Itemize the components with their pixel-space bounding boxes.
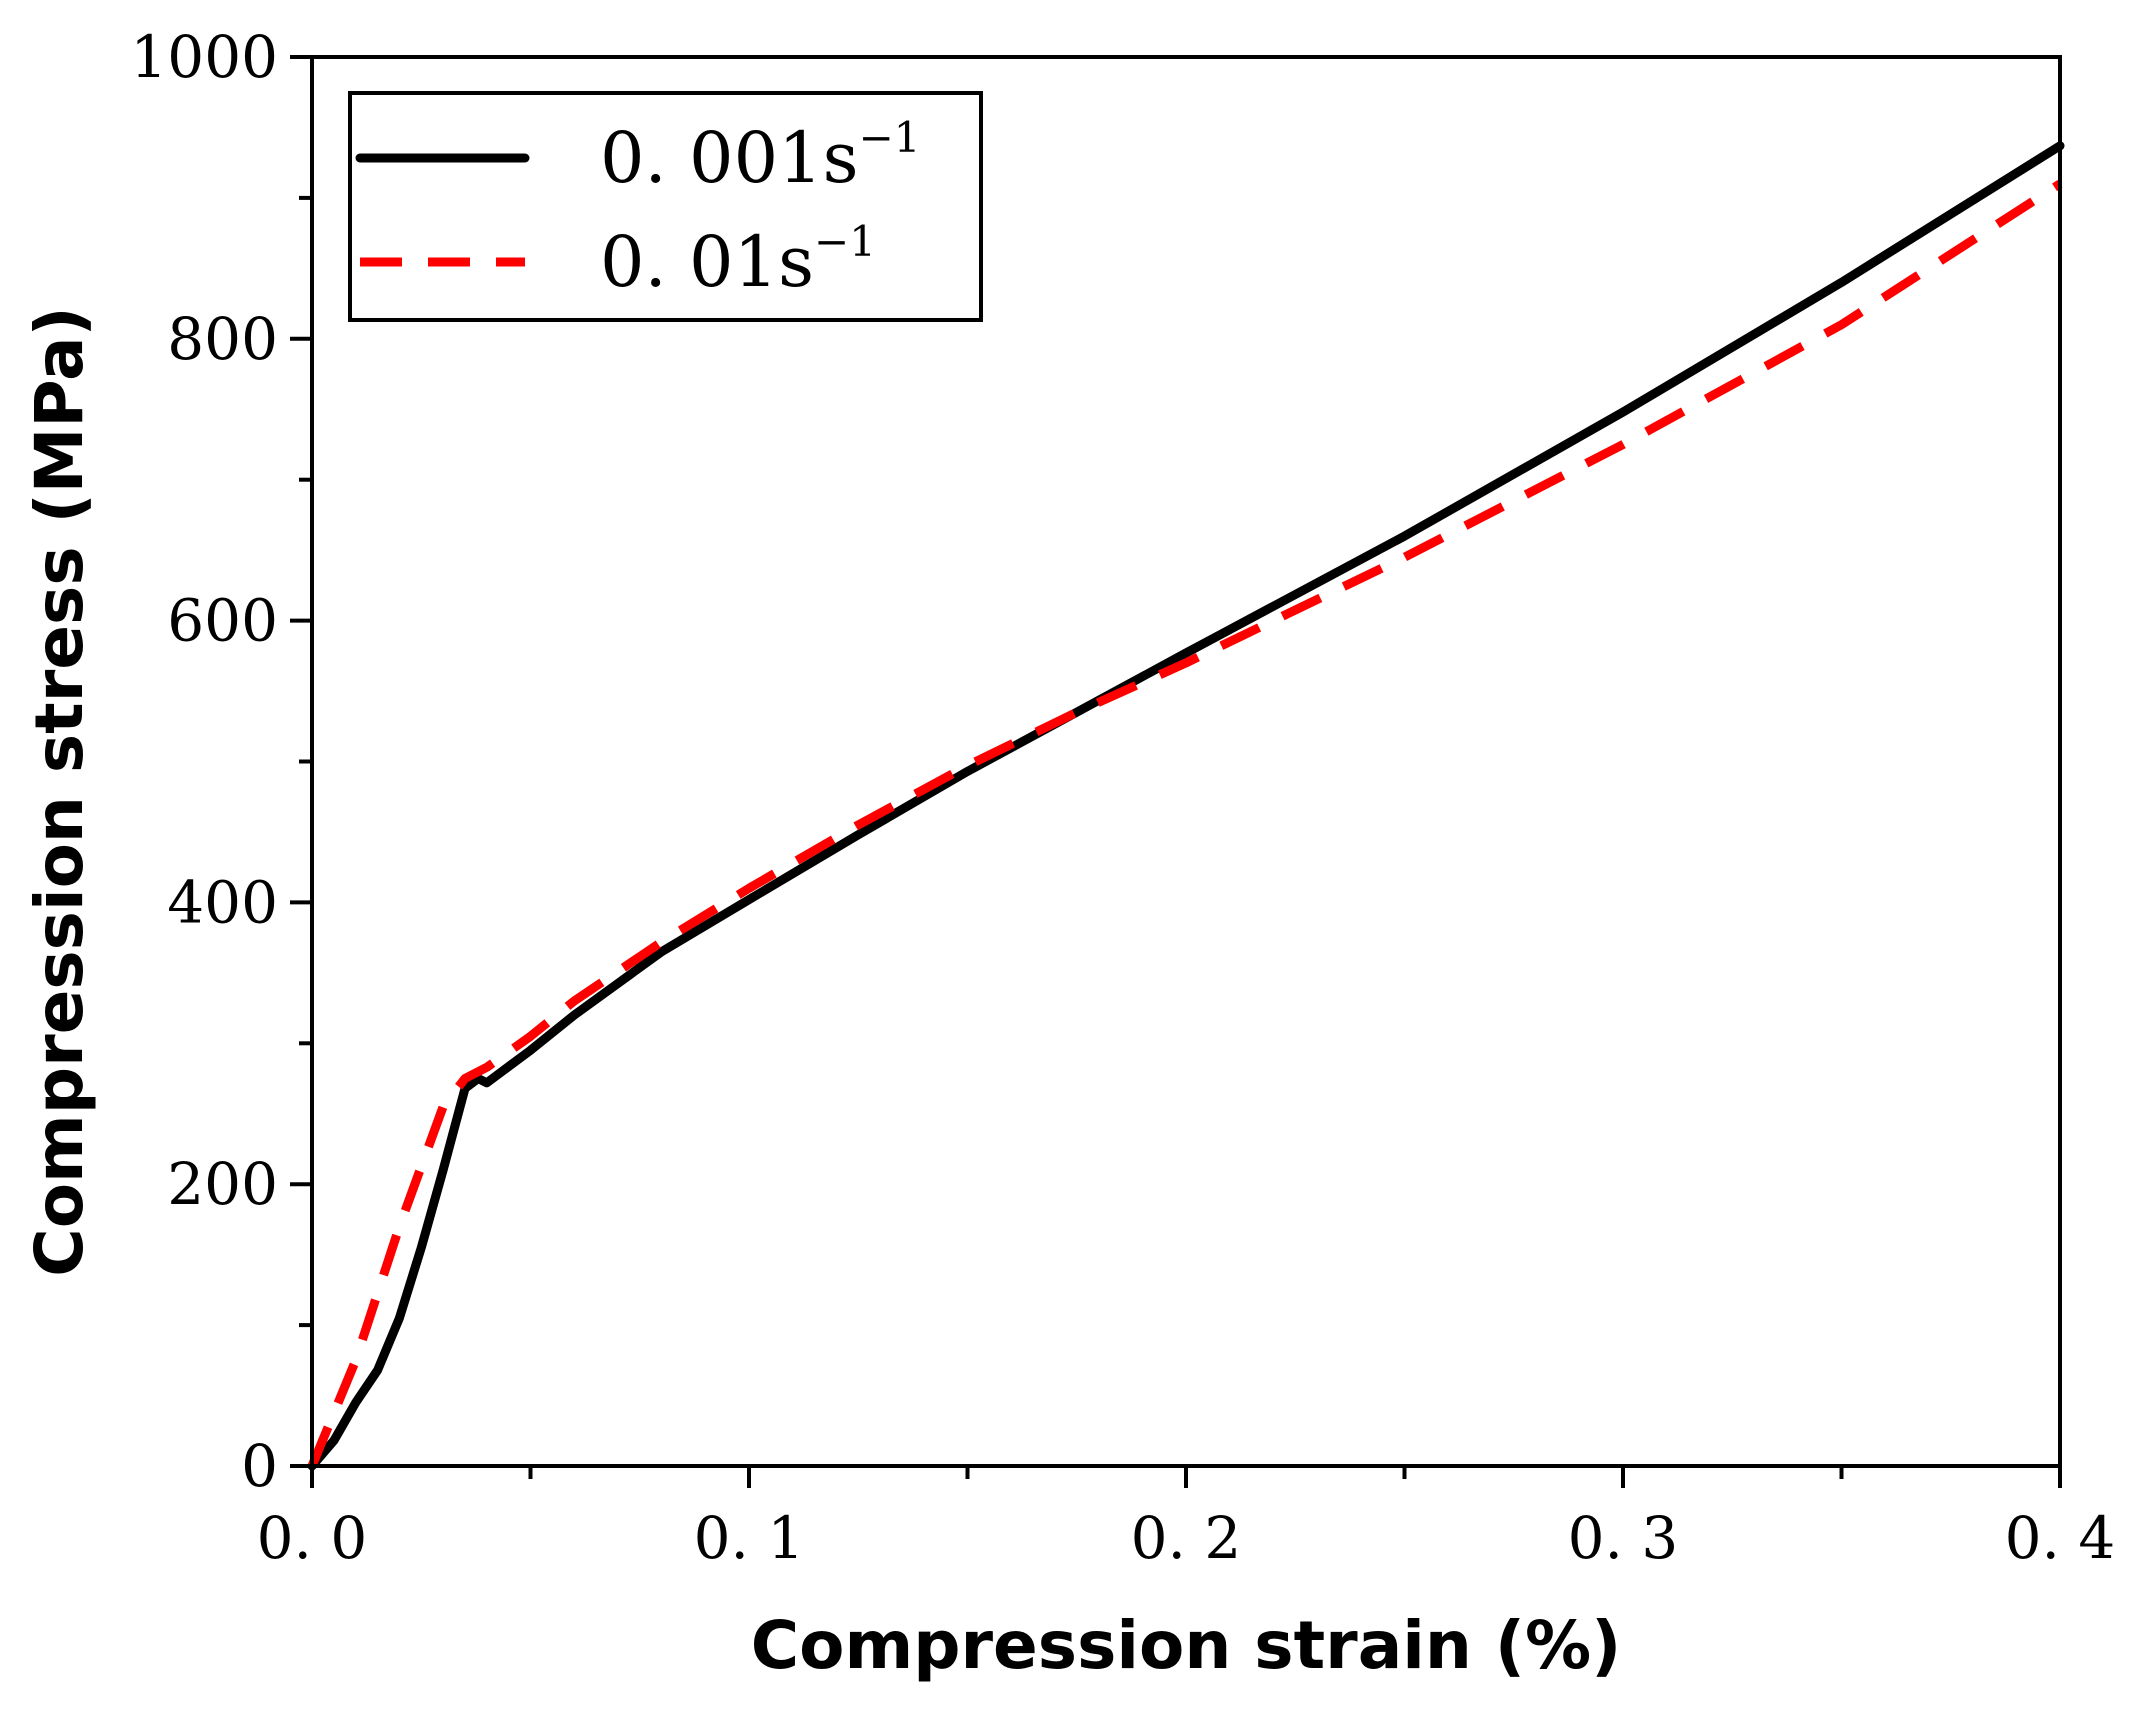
axis-ticks <box>290 55 2062 1488</box>
x-axis-title: Compression strain (%) <box>751 1607 1622 1684</box>
y-tick-label: 200 <box>167 1150 278 1218</box>
tick-labels: 0. 0 0. 1 0. 2 0. 3 0. 4 0 200 400 600 800 1000 <box>130 23 2115 1572</box>
y-tick-label: 1000 <box>130 23 278 91</box>
legend-label-exponent: −1 <box>859 113 921 162</box>
x-tick-label: 0. 0 <box>257 1504 368 1572</box>
x-tick-label: 0. 1 <box>694 1504 805 1572</box>
x-tick-label: 0. 4 <box>2005 1504 2116 1572</box>
legend-label-text: 0. 001s <box>600 117 859 199</box>
y-tick-label: 400 <box>167 868 278 936</box>
x-tick-label: 0. 2 <box>1131 1504 1242 1572</box>
y-tick-label: 800 <box>167 305 278 373</box>
legend-box <box>348 91 983 322</box>
y-axis-title: Compression stress (MPa) <box>21 306 98 1276</box>
series-line-0-001 <box>307 141 2065 1471</box>
legend: 0. 001s−10. 01s−1 <box>348 91 983 322</box>
legend-label-1: 0. 01s−1 <box>600 217 876 303</box>
series-layer <box>307 141 2065 1471</box>
x-tick-label: 0. 3 <box>1568 1504 1679 1572</box>
legend-label-0: 0. 001s−1 <box>600 113 921 199</box>
y-tick-label: 600 <box>167 587 278 655</box>
series-line-0-01 <box>307 180 2063 1468</box>
y-tick-label: 0 <box>241 1432 278 1500</box>
legend-label-text: 0. 01s <box>600 221 814 303</box>
legend-label-exponent: −1 <box>814 217 876 266</box>
